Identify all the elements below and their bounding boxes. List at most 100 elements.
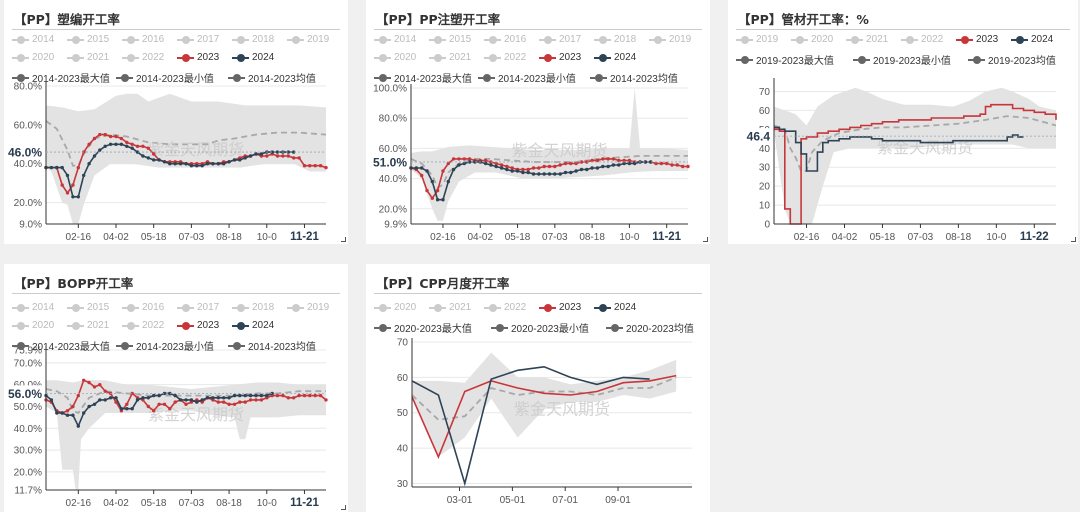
- data-point-2023[interactable]: [505, 164, 509, 169]
- data-point-2024[interactable]: [130, 407, 134, 411]
- data-point-2024[interactable]: [200, 398, 204, 402]
- data-point-2024[interactable]: [420, 166, 424, 170]
- legend-item-2017[interactable]: 2017: [539, 34, 581, 45]
- data-point-2024[interactable]: [590, 166, 594, 170]
- data-point-2024[interactable]: [205, 162, 210, 166]
- legend-item-2019[interactable]: 2019: [649, 34, 691, 45]
- data-point-2024[interactable]: [537, 172, 541, 176]
- data-point-2024[interactable]: [168, 391, 172, 396]
- data-point-2024[interactable]: [606, 164, 610, 169]
- data-point-2024[interactable]: [243, 156, 247, 160]
- data-point-2024[interactable]: [270, 150, 274, 154]
- legend-item-2024[interactable]: 2024: [1011, 34, 1053, 45]
- legend-item-2024[interactable]: 2024: [594, 52, 636, 63]
- data-point-2023[interactable]: [542, 164, 546, 169]
- data-point-2024[interactable]: [248, 154, 253, 158]
- data-point-2024[interactable]: [157, 393, 161, 398]
- legend-item-2023[interactable]: 2023: [177, 320, 219, 331]
- data-point-2023[interactable]: [510, 166, 514, 170]
- data-point-2023[interactable]: [601, 157, 605, 161]
- legend-item-2021[interactable]: 2021: [67, 52, 109, 63]
- data-point-2024[interactable]: [227, 160, 231, 164]
- legend-item-2017[interactable]: 2017: [177, 302, 219, 313]
- data-point-2023[interactable]: [457, 157, 461, 161]
- data-point-2023[interactable]: [76, 165, 81, 170]
- data-point-2023[interactable]: [654, 161, 658, 166]
- data-point-2024[interactable]: [232, 158, 237, 162]
- data-point-2023[interactable]: [152, 409, 156, 413]
- data-point-2024[interactable]: [65, 413, 70, 417]
- legend-item-2021[interactable]: 2021: [429, 52, 471, 63]
- data-point-2023[interactable]: [579, 160, 584, 164]
- legend-item-2020[interactable]: 2020: [12, 52, 54, 63]
- data-point-2024[interactable]: [627, 161, 632, 166]
- data-point-2023[interactable]: [135, 144, 140, 148]
- data-point-2024[interactable]: [152, 393, 156, 398]
- data-point-2023[interactable]: [574, 161, 578, 166]
- legend-item-2024[interactable]: 2024: [232, 52, 274, 63]
- data-point-2024[interactable]: [467, 160, 472, 164]
- data-point-2023[interactable]: [318, 393, 323, 398]
- data-point-2024[interactable]: [222, 162, 226, 166]
- data-point-2023[interactable]: [222, 400, 226, 404]
- resize-handle[interactable]: [703, 237, 708, 242]
- legend-item-2022[interactable]: 2022: [484, 52, 526, 63]
- data-point-2024[interactable]: [173, 393, 177, 398]
- series-line-2024[interactable]: [774, 126, 1024, 172]
- data-point-2024[interactable]: [125, 144, 129, 148]
- data-point-2024[interactable]: [595, 166, 600, 170]
- data-point-2024[interactable]: [574, 169, 578, 173]
- data-point-2023[interactable]: [627, 158, 632, 163]
- data-point-2023[interactable]: [494, 161, 498, 166]
- data-point-2023[interactable]: [324, 398, 328, 402]
- data-point-2024[interactable]: [254, 152, 258, 156]
- data-point-2023[interactable]: [243, 400, 247, 404]
- data-point-2024[interactable]: [526, 170, 530, 175]
- data-point-2023[interactable]: [420, 173, 424, 178]
- data-point-2023[interactable]: [537, 166, 541, 170]
- data-point-2023[interactable]: [130, 142, 134, 146]
- data-point-2024[interactable]: [265, 393, 269, 398]
- legend-item-2020[interactable]: 2020: [374, 302, 416, 313]
- legend-item-2021[interactable]: 2021: [67, 320, 109, 331]
- data-point-2023[interactable]: [302, 164, 307, 168]
- data-point-2024[interactable]: [649, 160, 653, 164]
- data-point-2024[interactable]: [505, 167, 509, 172]
- data-point-2024[interactable]: [103, 398, 107, 402]
- data-point-2024[interactable]: [130, 146, 134, 150]
- legend-item-stat[interactable]: 2014-2023最大值: [12, 70, 110, 85]
- series-line-2024[interactable]: [411, 365, 650, 487]
- data-point-2024[interactable]: [238, 158, 242, 162]
- data-point-2023[interactable]: [146, 404, 150, 409]
- data-point-2023[interactable]: [590, 158, 594, 163]
- data-point-2023[interactable]: [87, 380, 91, 385]
- data-point-2023[interactable]: [606, 157, 610, 161]
- data-point-2024[interactable]: [146, 156, 150, 160]
- legend-item-2022[interactable]: 2022: [901, 34, 943, 45]
- data-point-2023[interactable]: [617, 158, 621, 163]
- data-point-2023[interactable]: [232, 402, 237, 406]
- data-point-2024[interactable]: [611, 163, 616, 167]
- data-point-2023[interactable]: [622, 158, 626, 163]
- data-point-2023[interactable]: [686, 164, 690, 169]
- data-point-2023[interactable]: [248, 398, 253, 402]
- data-point-2023[interactable]: [71, 183, 75, 187]
- data-point-2024[interactable]: [119, 407, 124, 411]
- legend-item-2016[interactable]: 2016: [484, 34, 526, 45]
- legend-item-stat[interactable]: 2014-2023最小值: [116, 338, 214, 353]
- data-point-2023[interactable]: [292, 396, 296, 400]
- data-point-2023[interactable]: [103, 132, 107, 137]
- data-point-2024[interactable]: [553, 172, 557, 176]
- data-point-2023[interactable]: [87, 142, 91, 146]
- data-point-2023[interactable]: [76, 393, 81, 398]
- data-point-2024[interactable]: [232, 393, 237, 398]
- data-point-2024[interactable]: [49, 398, 54, 402]
- data-point-2024[interactable]: [494, 164, 498, 169]
- data-point-2024[interactable]: [259, 152, 264, 156]
- data-point-2024[interactable]: [425, 169, 429, 173]
- legend-item-stat[interactable]: 2014-2023均值: [228, 70, 316, 85]
- data-point-2023[interactable]: [297, 156, 301, 160]
- data-point-2024[interactable]: [211, 396, 215, 400]
- legend-item-stat[interactable]: 2014-2023最小值: [478, 70, 576, 85]
- data-point-2023[interactable]: [238, 400, 242, 404]
